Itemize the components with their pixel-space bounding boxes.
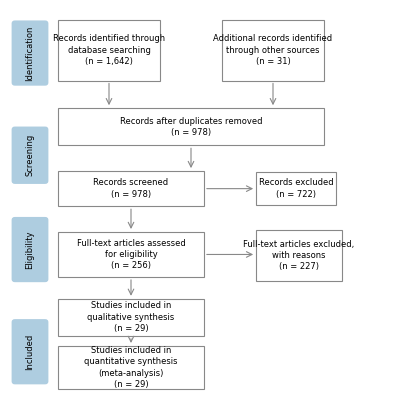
FancyBboxPatch shape (58, 232, 204, 277)
FancyBboxPatch shape (222, 20, 324, 81)
Text: Eligibility: Eligibility (26, 230, 34, 269)
FancyBboxPatch shape (58, 171, 204, 206)
Text: Records screened
(n = 978): Records screened (n = 978) (94, 178, 168, 199)
FancyBboxPatch shape (58, 299, 204, 336)
Text: Studies included in
qualitative synthesis
(n = 29): Studies included in qualitative synthesi… (87, 301, 175, 333)
Text: Included: Included (26, 334, 34, 370)
FancyBboxPatch shape (58, 108, 324, 145)
Text: Records excluded
(n = 722): Records excluded (n = 722) (259, 178, 333, 199)
Text: Identification: Identification (26, 26, 34, 81)
Text: Additional records identified
through other sources
(n = 31): Additional records identified through ot… (214, 34, 332, 66)
FancyBboxPatch shape (12, 319, 48, 384)
Text: Records identified through
database searching
(n = 1,642): Records identified through database sear… (53, 34, 165, 66)
Text: Full-text articles excluded,
with reasons
(n = 227): Full-text articles excluded, with reason… (243, 239, 355, 272)
Text: Records after duplicates removed
(n = 978): Records after duplicates removed (n = 97… (120, 116, 262, 137)
FancyBboxPatch shape (58, 346, 204, 389)
Text: Studies included in
quantitative synthesis
(meta-analysis)
(n = 29): Studies included in quantitative synthes… (84, 346, 178, 389)
FancyBboxPatch shape (256, 172, 336, 205)
FancyBboxPatch shape (256, 230, 342, 281)
Text: Full-text articles assessed
for eligibility
(n = 256): Full-text articles assessed for eligibil… (77, 239, 185, 270)
FancyBboxPatch shape (12, 127, 48, 184)
FancyBboxPatch shape (58, 20, 160, 81)
FancyBboxPatch shape (12, 217, 48, 282)
Text: Screening: Screening (26, 134, 34, 176)
FancyBboxPatch shape (12, 20, 48, 86)
